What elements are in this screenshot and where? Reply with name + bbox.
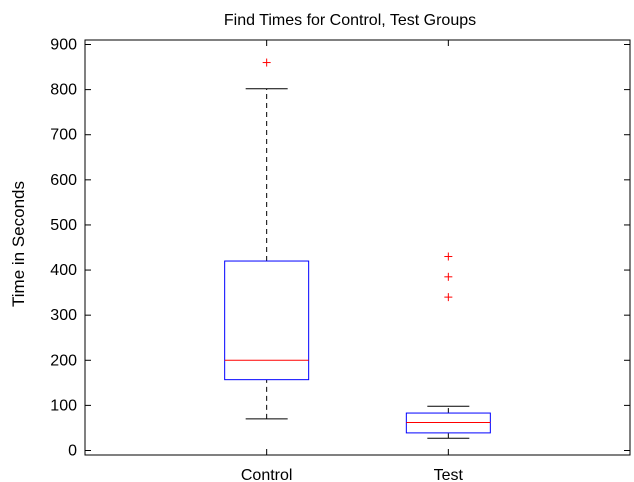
outlier-marker-test-0 — [444, 293, 453, 302]
plot-area — [84, 39, 631, 456]
y-tick-label: 300 — [50, 307, 77, 324]
y-axis: 0 100 200 300 400 500 600 700 800 900 — [50, 37, 630, 459]
y-tick-label: 800 — [50, 82, 77, 99]
box-control — [224, 58, 310, 420]
x-axis: Control Test — [241, 40, 464, 482]
outlier-marker-test-1 — [444, 272, 453, 281]
iqr-box-control — [224, 260, 310, 381]
x-tick-label-control: Control — [241, 467, 293, 482]
y-tick-label: 200 — [50, 352, 77, 369]
y-tick-label: 700 — [50, 127, 77, 144]
x-tick-label-test: Test — [434, 467, 464, 482]
box-test — [405, 252, 491, 439]
y-tick-label: 100 — [50, 397, 77, 414]
boxes-group — [224, 58, 491, 439]
outlier-marker-control-0 — [262, 58, 271, 67]
y-tick-label: 600 — [50, 172, 77, 189]
y-tick-label: 400 — [50, 262, 77, 279]
outlier-marker-test-2 — [444, 252, 453, 261]
chart-title: Find Times for Control, Test Groups — [224, 12, 476, 29]
y-axis-label: Time in Seconds — [9, 181, 28, 307]
y-tick-label: 500 — [50, 217, 77, 234]
y-tick-label: 0 — [68, 442, 77, 459]
y-tick-label: 900 — [50, 37, 77, 54]
